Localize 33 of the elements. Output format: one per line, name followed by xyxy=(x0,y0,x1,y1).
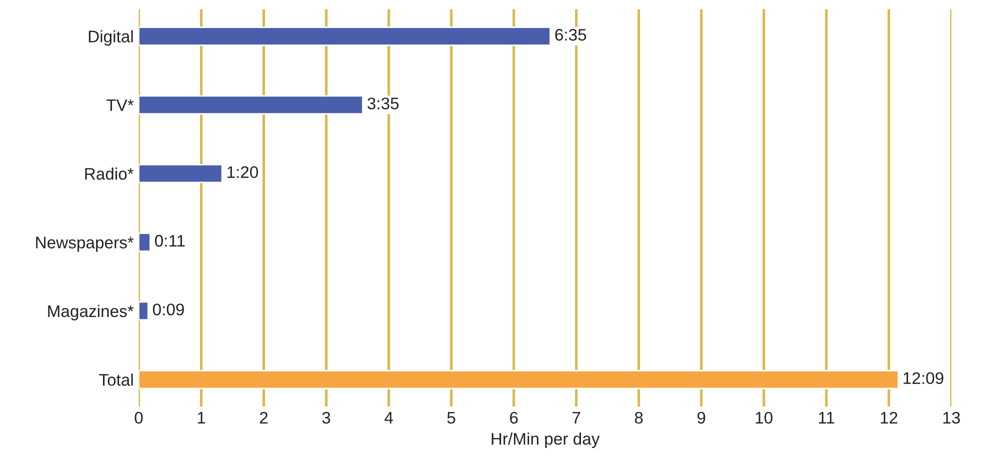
x-tick-label: 4 xyxy=(384,412,393,424)
x-tick-label: 0 xyxy=(134,412,143,424)
x-tick-label: 6 xyxy=(510,412,518,424)
data-label: 0:09 xyxy=(152,304,184,316)
x-tick-label: 1 xyxy=(198,412,206,424)
x-tick-label: 7 xyxy=(572,412,580,424)
x-tick-label: 10 xyxy=(756,412,772,424)
data-label: 6:35 xyxy=(555,28,586,41)
x-tick-label: 8 xyxy=(634,412,643,424)
x-tick-label: 9 xyxy=(697,412,706,424)
y-tick-label: Newspapers* xyxy=(36,236,134,252)
y-tick-label: Radio* xyxy=(85,168,134,180)
bar xyxy=(138,301,149,321)
x-tick-label: 13 xyxy=(943,412,960,424)
data-label: 0:11 xyxy=(154,234,185,247)
bar xyxy=(138,232,151,252)
x-tick-label: 11 xyxy=(818,412,834,424)
x-axis-title: Hr/Min per day xyxy=(492,432,600,448)
y-tick-label: Digital xyxy=(88,30,133,46)
y-tick-label: Magazines* xyxy=(48,304,134,320)
x-tick-label: 3 xyxy=(322,412,330,424)
data-label: 3:35 xyxy=(368,98,399,110)
data-label: 1:20 xyxy=(228,166,258,178)
x-tick-label: 5 xyxy=(447,412,456,424)
bar xyxy=(138,26,551,46)
y-tick-label: TV* xyxy=(106,99,134,111)
x-tick-label: 12 xyxy=(880,412,898,424)
y-tick-label: Total xyxy=(99,374,133,386)
bar xyxy=(138,370,899,390)
bar xyxy=(138,95,364,115)
x-tick-label: 2 xyxy=(260,412,268,424)
data-label: 12:09 xyxy=(904,372,944,384)
bar xyxy=(138,164,223,184)
